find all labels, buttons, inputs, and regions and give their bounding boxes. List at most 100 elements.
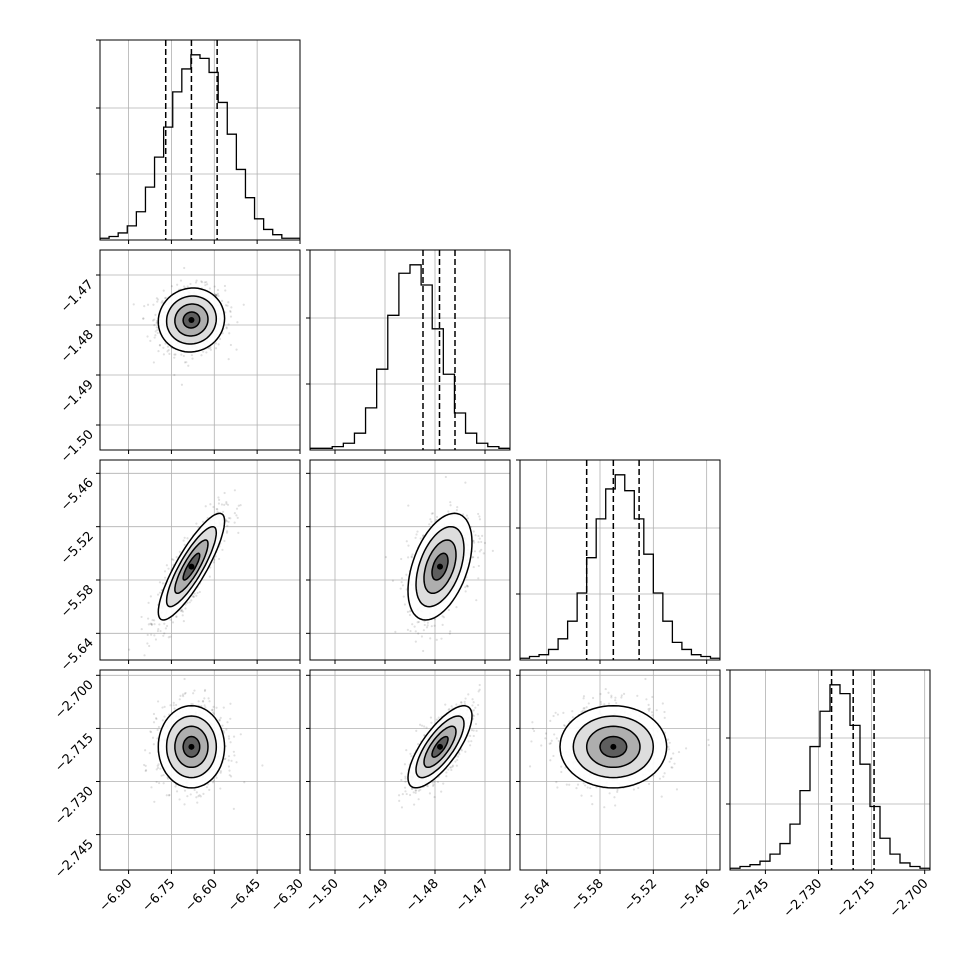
scatter-point <box>161 300 164 303</box>
scatter-point <box>229 702 232 705</box>
scatter-point <box>463 700 466 703</box>
scatter-point <box>228 774 231 777</box>
scatter-point <box>169 704 172 707</box>
scatter-point <box>156 629 160 633</box>
scatter-point <box>228 769 231 772</box>
scatter-point <box>225 501 228 504</box>
scatter-point <box>416 621 419 624</box>
scatter-point <box>160 301 163 304</box>
scatter-point <box>670 766 673 769</box>
scatter-point <box>167 348 170 352</box>
scatter-point <box>215 294 218 297</box>
scatter-point <box>422 534 425 537</box>
scatter-point <box>433 624 436 627</box>
scatter-point <box>454 760 457 763</box>
scatter-point <box>477 577 480 580</box>
scatter-point <box>429 716 433 719</box>
scatter-point <box>163 576 167 579</box>
scatter-point <box>233 489 236 492</box>
scatter-point <box>207 697 210 700</box>
scatter-point <box>208 575 211 578</box>
scatter-point <box>472 709 475 712</box>
scatter-point <box>132 303 135 306</box>
histogram-step <box>310 264 510 450</box>
scatter-point <box>158 343 161 347</box>
scatter-point <box>186 537 189 540</box>
scatter-point <box>449 630 452 633</box>
scatter-point <box>198 794 201 797</box>
scatter-point <box>411 553 414 556</box>
scatter-point <box>448 707 451 711</box>
scatter-point <box>531 727 535 730</box>
scatter-point <box>600 703 603 706</box>
scatter-point <box>491 549 494 552</box>
scatter-point <box>419 788 422 791</box>
scatter-point <box>151 736 155 739</box>
scatter-point <box>225 520 229 523</box>
scatter-point <box>404 790 407 793</box>
scatter-point <box>201 520 205 523</box>
scatter-point <box>417 632 420 635</box>
scatter-point <box>200 704 203 708</box>
scatter-point <box>219 771 222 774</box>
scatter-point <box>413 625 416 628</box>
scatter-point <box>181 610 185 613</box>
scatter-point <box>261 764 264 767</box>
scatter-point <box>227 759 230 762</box>
scatter-point <box>205 280 208 284</box>
y-tick-label: −5.52 <box>58 529 97 568</box>
scatter-point <box>195 522 198 525</box>
scatter-point <box>442 782 445 785</box>
scatter-point <box>156 300 159 303</box>
scatter-point <box>223 503 226 506</box>
scatter-point <box>472 701 475 704</box>
scatter-point <box>444 475 447 479</box>
scatter-point <box>183 543 186 546</box>
axes-frame <box>309 669 511 871</box>
scatter-point <box>194 281 198 284</box>
scatter-point <box>164 342 167 345</box>
scatter-point <box>153 623 156 626</box>
scatter-point <box>229 517 232 520</box>
scatter-point <box>149 730 152 733</box>
y-tick-label: −5.58 <box>58 582 97 621</box>
scatter-point <box>214 342 218 345</box>
scatter-point <box>215 706 218 709</box>
scatter-point <box>160 774 163 777</box>
scatter-point <box>450 768 453 772</box>
scatter-point <box>213 285 216 288</box>
scatter-point <box>212 505 215 509</box>
scatter-point <box>128 648 131 651</box>
scatter-point <box>189 793 192 796</box>
scatter-point <box>175 615 178 619</box>
scatter-point <box>463 702 466 706</box>
scatter-point <box>151 618 154 622</box>
scatter-point <box>417 798 420 801</box>
scatter-point <box>212 712 216 715</box>
x-tick-label: −6.75 <box>139 876 178 915</box>
scatter-point <box>161 719 164 722</box>
scatter-point <box>415 533 418 536</box>
scatter-point <box>582 707 585 710</box>
scatter-point <box>193 788 196 792</box>
scatter-point <box>229 775 233 778</box>
scatter-point <box>163 632 166 635</box>
scatter-point <box>586 786 589 789</box>
scatter-point <box>478 537 481 540</box>
scatter-point <box>215 776 218 779</box>
scatter-point <box>175 790 179 793</box>
scatter-point <box>430 512 434 515</box>
scatter-point <box>186 795 189 798</box>
scatter-point <box>400 581 403 584</box>
scatter-point <box>195 791 198 794</box>
scatter-point <box>187 364 190 367</box>
scatter-point <box>195 594 198 597</box>
scatter-point <box>217 498 221 501</box>
scatter-point <box>155 319 159 323</box>
scatter-point <box>203 697 206 700</box>
scatter-point <box>409 752 412 755</box>
scatter-point <box>540 744 543 747</box>
scatter-point <box>445 775 448 778</box>
scatter-point <box>191 357 194 360</box>
scatter-point <box>410 555 413 558</box>
